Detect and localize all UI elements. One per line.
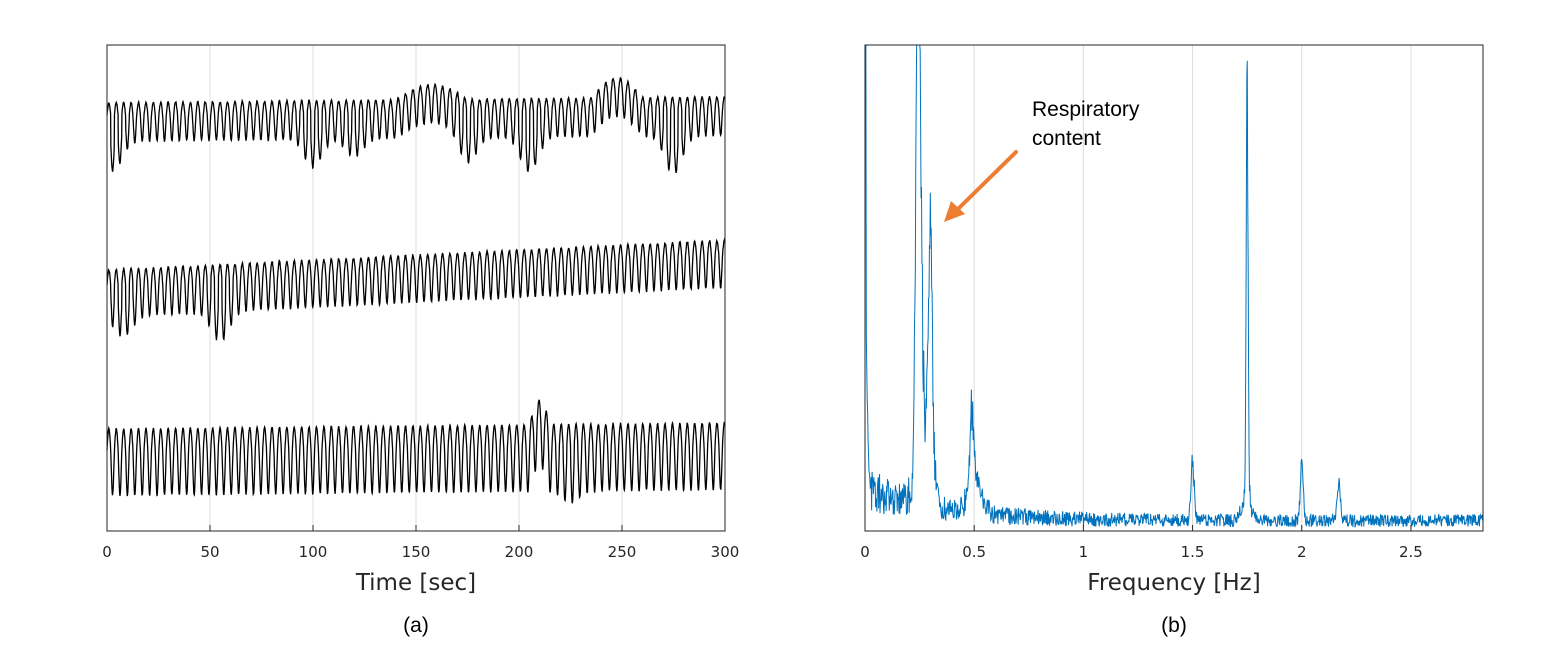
- panel-b-grid: [973, 45, 1412, 531]
- panel-b-tick-label: 2.5: [1399, 543, 1423, 561]
- panel-b-xlabel: Frequency [Hz]: [1087, 570, 1260, 596]
- annotation-text-line2: content: [1032, 127, 1101, 150]
- panel-b-tick-label: 0.5: [962, 543, 986, 561]
- panel-b-spectrum-line: [865, 44, 1484, 528]
- panel-b-tick-label: 1: [1079, 543, 1089, 561]
- panel-a-caption: (a): [403, 614, 429, 637]
- respiratory-annotation: Respiratory content: [944, 98, 1140, 222]
- panel-b-caption: (b): [1161, 614, 1187, 637]
- panel-b-tick-label: 1.5: [1181, 543, 1205, 561]
- annotation-arrow-line: [956, 150, 1018, 211]
- panel-a-signal-3: [106, 399, 726, 504]
- panel-b-axes-frame: [864, 44, 1484, 532]
- panel-a-tick-label: 200: [505, 543, 534, 561]
- panel-b-chart: 0 0.5 1 1.5 2 2.5 Frequency [Hz] (b) Respirat…: [860, 44, 1484, 637]
- panel-a-tick-label: 100: [299, 543, 328, 561]
- panel-b-tick-label: 2: [1297, 543, 1307, 561]
- panel-a-chart: 0 50 100 150 200 250 300 Time [sec] (a): [102, 44, 739, 637]
- panel-a-xticks: 0 50 100 150 200 250 300: [102, 525, 739, 561]
- panel-a-signals: [106, 76, 726, 504]
- panel-a-tick-label: 150: [402, 543, 431, 561]
- panel-a-signal-2: [106, 237, 726, 341]
- panel-b-xticks: 0 0.5 1 1.5 2 2.5: [860, 525, 1423, 561]
- panel-a-tick-label: 0: [102, 543, 112, 561]
- panel-a-xlabel: Time [sec]: [355, 570, 476, 596]
- panel-b-tick-label: 0: [860, 543, 870, 561]
- annotation-arrow-head: [944, 201, 965, 222]
- panel-a-tick-label: 250: [608, 543, 637, 561]
- annotation-text-line1: Respiratory: [1032, 98, 1140, 121]
- panel-a-tick-label: 300: [711, 543, 740, 561]
- panel-a-signal-1: [106, 76, 726, 174]
- panel-a-tick-label: 50: [200, 543, 219, 561]
